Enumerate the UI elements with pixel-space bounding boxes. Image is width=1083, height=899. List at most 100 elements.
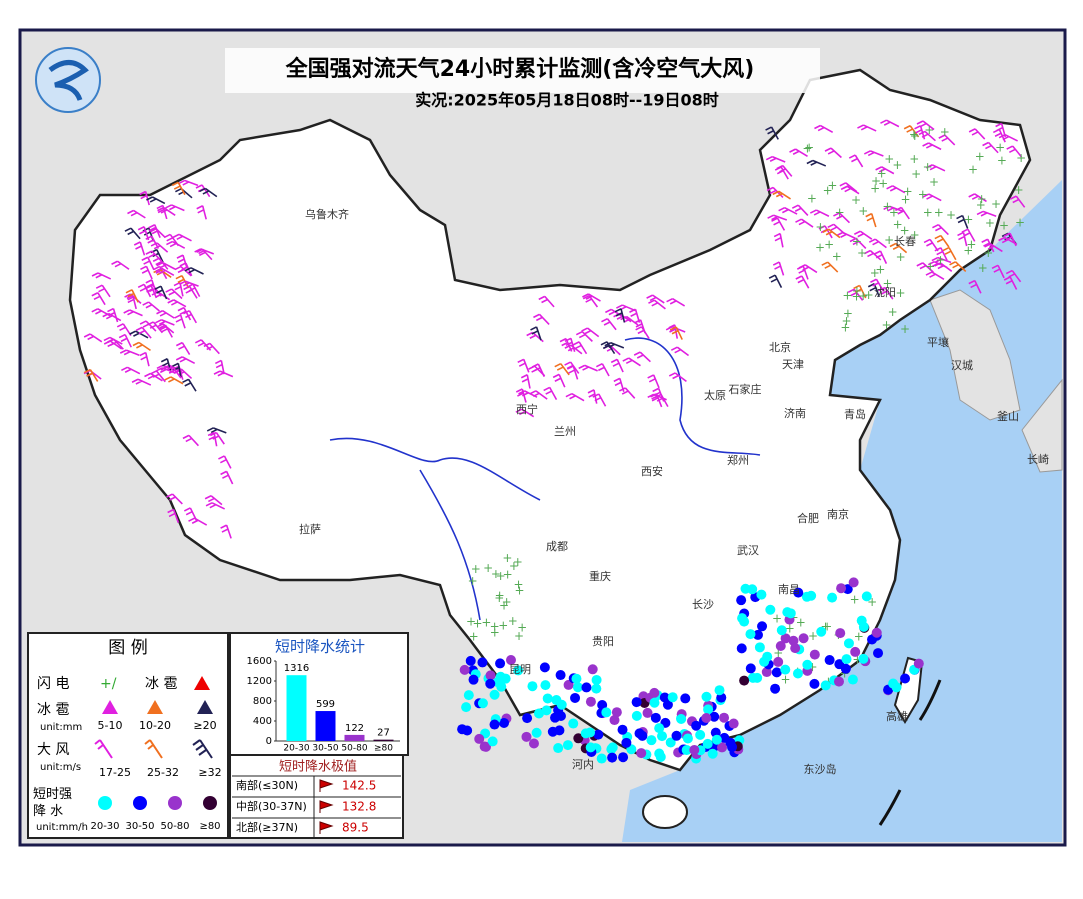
wind-barb (670, 346, 690, 357)
rain-dot (468, 674, 479, 685)
legend-label: 冰 雹 (145, 676, 177, 692)
wind-barb (614, 308, 626, 323)
wind-barb (95, 284, 111, 298)
city-label: 河内 (572, 757, 594, 771)
rain-dot (596, 753, 607, 764)
lightning-symbol: + (924, 123, 934, 137)
rain-dot (739, 675, 750, 686)
wind-barb (91, 272, 112, 280)
lightning-symbol: + (896, 250, 906, 264)
city-label: 高雄 (886, 709, 908, 723)
rain-dot (465, 655, 476, 666)
lightning-symbol: + (909, 152, 919, 166)
rain-dot (737, 613, 748, 624)
rain-dot (646, 735, 657, 746)
rain-dot (607, 752, 618, 763)
lightning-symbol: + (513, 555, 523, 569)
wind-barb (127, 209, 146, 219)
wind-barb (159, 324, 173, 338)
rain-dot (618, 752, 629, 763)
wind-barb (822, 228, 841, 239)
wind-barb (773, 232, 784, 248)
wind-barb (806, 159, 827, 167)
wind-barb (914, 125, 926, 140)
x-tick-label: 50-80 (341, 744, 367, 754)
lightning-symbol: + (494, 591, 504, 605)
unit: unit:mm/h (36, 822, 88, 833)
rain-dot (477, 698, 488, 709)
wind-barb (847, 288, 864, 301)
wind-barb (622, 357, 641, 367)
wind-barb (582, 294, 599, 308)
rain-dot (621, 737, 632, 748)
rain-dot (650, 712, 661, 723)
lightning-symbol: + (851, 193, 861, 207)
wind-barb (863, 150, 884, 157)
rain-dot (654, 723, 665, 734)
rain-dot (900, 673, 911, 684)
rain-dot (745, 629, 756, 640)
rain-dot (495, 658, 506, 669)
wind-barb (833, 212, 851, 224)
wind-barb (880, 119, 900, 128)
rain-dot (540, 680, 551, 691)
lightning-symbol: + (878, 176, 888, 190)
wind-barb (765, 155, 786, 163)
y-tick-label: 0 (266, 736, 272, 747)
wind-barb (824, 147, 842, 159)
rain-dot (534, 708, 545, 719)
lightning-symbol: + (854, 630, 864, 644)
rain-dot (457, 724, 468, 735)
rain-dot (801, 591, 812, 602)
lightning-symbol: + (858, 289, 868, 303)
rain-dot (714, 685, 725, 696)
wind-barb (175, 356, 196, 365)
lightning-symbol: + (517, 620, 527, 634)
region-name: 南部(≤30N) (236, 778, 298, 792)
rain-dot (736, 595, 747, 606)
lightning-symbol: + (807, 660, 817, 674)
lightning-symbol: + (832, 250, 842, 264)
wind-barb (938, 134, 956, 146)
wind-barb (203, 342, 220, 355)
lightning-symbol: + (940, 125, 950, 139)
wind-barb (646, 294, 665, 304)
rain-dot (606, 744, 617, 755)
city-label: 长春 (894, 235, 916, 248)
wind-barb (669, 326, 683, 340)
wind-barb (119, 349, 140, 356)
lightning-symbol: + (820, 620, 830, 634)
wind-barb (218, 455, 232, 469)
rain-dot (761, 667, 772, 678)
wind-barb (968, 193, 987, 203)
wind-barb (207, 431, 218, 447)
wind-barb (982, 141, 999, 154)
rain-dot (780, 633, 791, 644)
wind-barb (981, 238, 995, 253)
rain-dot (611, 707, 622, 718)
lightning-symbol: + (999, 219, 1009, 233)
rain-dot (531, 727, 542, 738)
lightning-symbol: + (995, 140, 1005, 154)
rain-dot (485, 670, 496, 681)
wind-barb (182, 378, 197, 392)
lightning-symbol: + (496, 569, 506, 583)
wind-barb (135, 326, 152, 339)
lightning-symbol: + (466, 614, 476, 628)
lightning-symbol: + (911, 167, 921, 181)
wind-barb (798, 264, 818, 274)
title-bg (225, 48, 820, 93)
wind-barb (668, 372, 687, 383)
city-label: 兰州 (554, 425, 576, 438)
wind-barb (196, 205, 207, 220)
rain-dot (581, 682, 592, 693)
wind-barb (1009, 195, 1026, 208)
lightning-symbol: + (901, 192, 911, 206)
wind-barb (991, 264, 1005, 279)
rain-dot (728, 718, 739, 729)
data-label: 122 (345, 723, 364, 734)
lightning-symbol: + (976, 198, 986, 212)
wind-barb (575, 330, 593, 342)
rain-dot (649, 687, 660, 698)
region-name: 中部(30-37N) (236, 799, 307, 813)
